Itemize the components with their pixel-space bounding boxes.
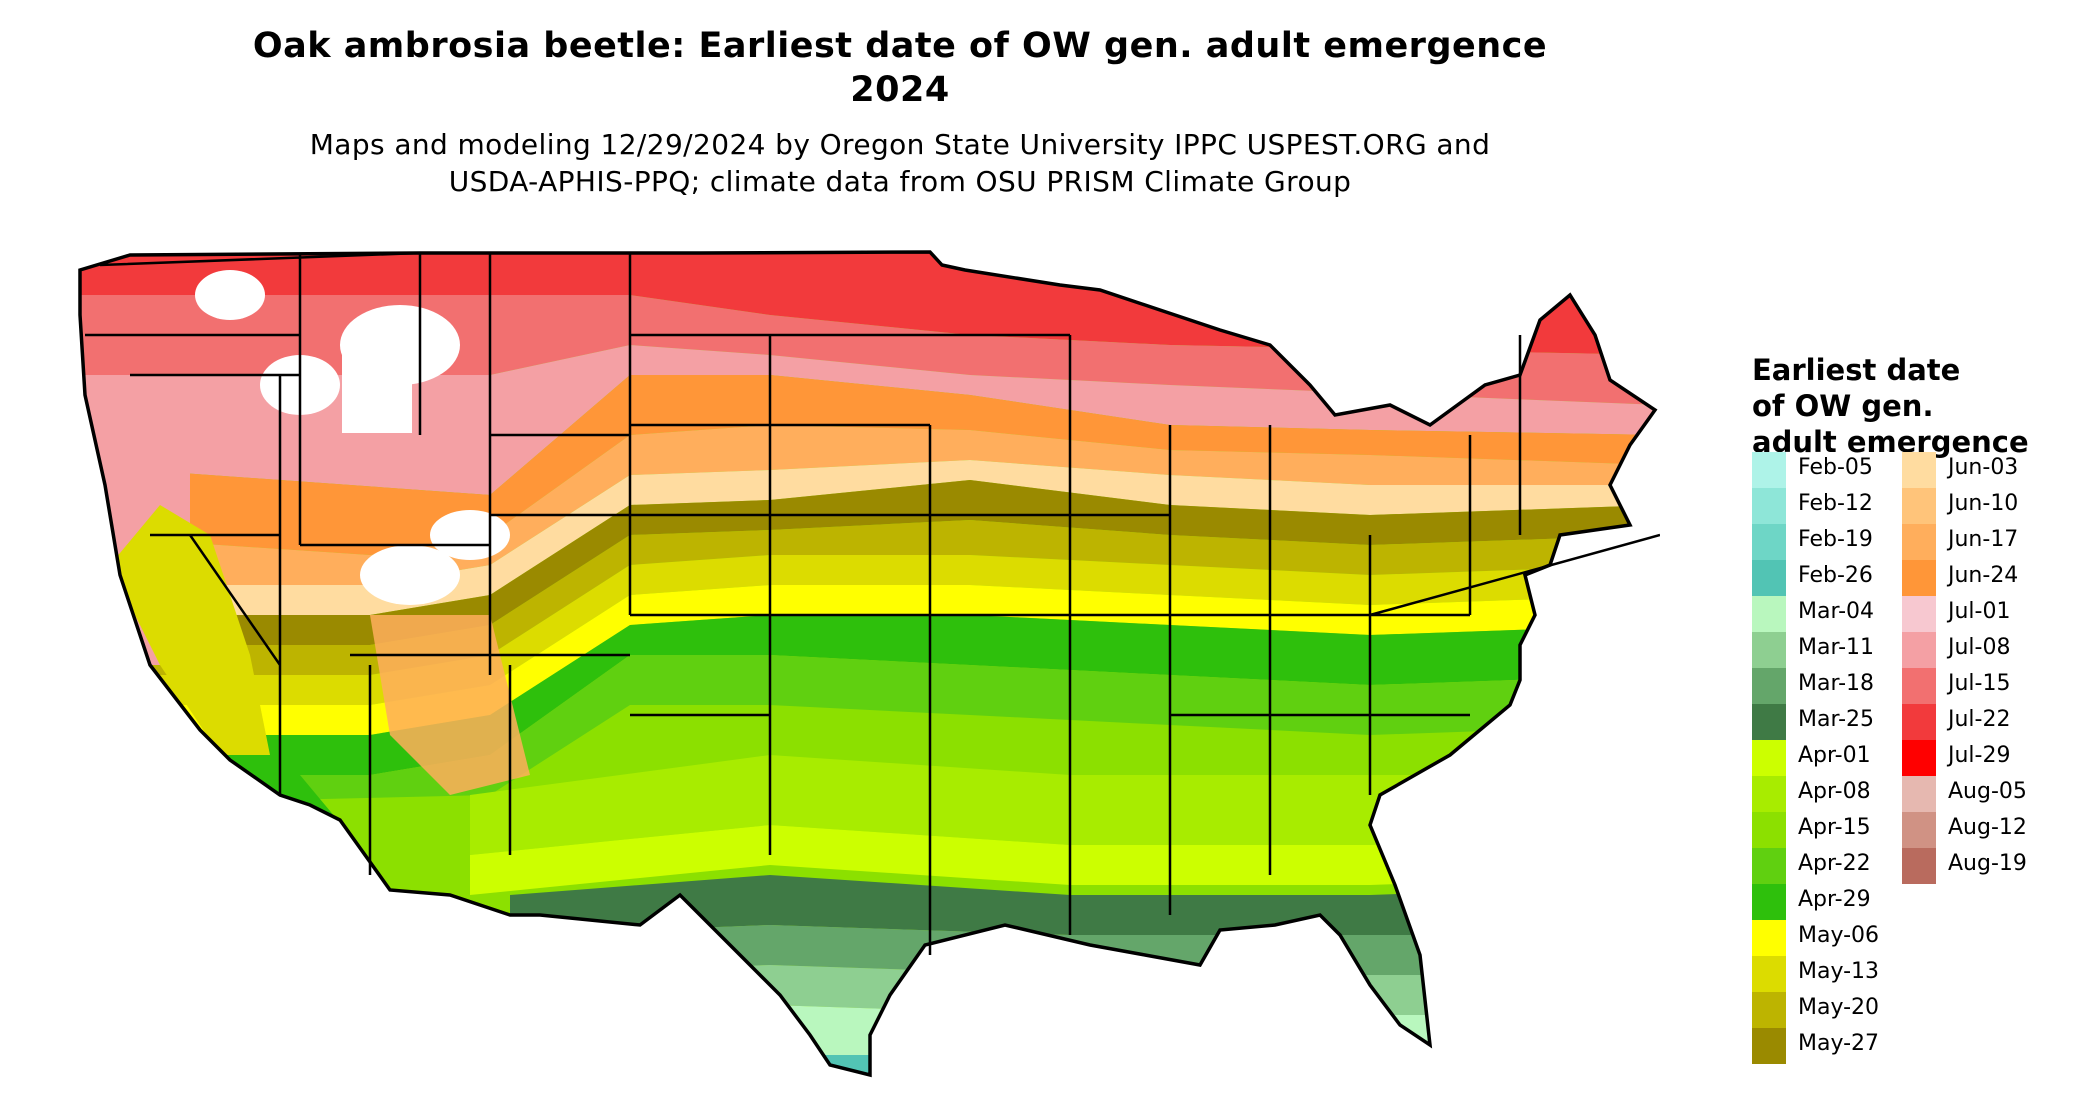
legend-label: Jul-22: [1948, 707, 2011, 732]
map-subtitle-line1: Maps and modeling 12/29/2024 by Oregon S…: [309, 128, 1491, 161]
legend-swatch: [1752, 740, 1786, 776]
legend-swatch: [1902, 560, 1936, 596]
legend-swatch: [1752, 524, 1786, 560]
legend-title-line1: Earliest date: [1752, 353, 1961, 387]
legend-swatch: [1752, 596, 1786, 632]
legend-label: Mar-04: [1798, 599, 1875, 624]
legend-label: Jul-08: [1948, 635, 2011, 660]
legend-swatch: [1752, 632, 1786, 668]
legend-label: Apr-15: [1798, 815, 1871, 840]
legend-label: Feb-05: [1798, 455, 1873, 480]
legend-label: Aug-05: [1948, 779, 2027, 804]
legend-title-line2: of OW gen.: [1752, 389, 1934, 423]
legend-label: Aug-12: [1948, 815, 2027, 840]
map-title-line1: Oak ambrosia beetle: Earliest date of OW…: [252, 26, 1548, 66]
legend-label: Jul-15: [1948, 671, 2011, 696]
legend-swatch: [1752, 992, 1786, 1028]
legend-swatch: [1752, 812, 1786, 848]
legend-swatch: [1902, 524, 1936, 560]
legend-label: Jun-17: [1948, 527, 2019, 552]
legend-swatch: [1902, 848, 1936, 884]
legend-label: Jul-01: [1948, 599, 2011, 624]
legend-title: Earliest date of OW gen. adult emergence: [1752, 352, 2082, 460]
legend-swatch: [1902, 668, 1936, 704]
legend-swatch: [1752, 884, 1786, 920]
legend-swatch: [1752, 452, 1786, 488]
legend-label: May-13: [1798, 959, 1880, 984]
legend-label: May-27: [1798, 1031, 1880, 1056]
legend-label: Feb-26: [1798, 563, 1873, 588]
us-emergence-map: [78, 250, 1660, 1077]
legend: Feb-05 Feb-12 Feb-19 Feb-26 Mar-04 Mar-11 Mar-…: [1752, 452, 2082, 1064]
legend-swatch: [1902, 740, 1936, 776]
legend-label: Aug-19: [1948, 851, 2027, 876]
legend-swatch: [1752, 1028, 1786, 1064]
legend-swatch: [1902, 452, 1936, 488]
legend-label: May-20: [1798, 995, 1880, 1020]
legend-label: Mar-25: [1798, 707, 1875, 732]
legend-swatch: [1902, 704, 1936, 740]
legend-label: Apr-29: [1798, 887, 1871, 912]
map-subtitle-line2: USDA-APHIS-PPQ; climate data from OSU PR…: [448, 165, 1352, 198]
legend-label: Jun-10: [1948, 491, 2019, 516]
legend-label: Mar-18: [1798, 671, 1875, 696]
legend-label: Mar-11: [1798, 635, 1875, 660]
legend-swatch: [1752, 488, 1786, 524]
legend-label: Feb-12: [1798, 491, 1873, 516]
legend-label: Apr-08: [1798, 779, 1871, 804]
legend-label: May-06: [1798, 923, 1880, 948]
legend-swatch: [1902, 776, 1936, 812]
legend-swatch: [1752, 920, 1786, 956]
legend-swatch: [1752, 560, 1786, 596]
legend-label: Jun-03: [1948, 455, 2019, 480]
legend-label: Apr-22: [1798, 851, 1871, 876]
legend-swatch: [1752, 956, 1786, 992]
map-title-line2: 2024: [850, 70, 950, 110]
legend-swatch: [1752, 776, 1786, 812]
legend-swatch: [1902, 812, 1936, 848]
legend-swatch: [1752, 668, 1786, 704]
legend-label: Jun-24: [1948, 563, 2019, 588]
legend-swatch: [1902, 596, 1936, 632]
legend-swatch: [1902, 488, 1936, 524]
legend-label: Apr-01: [1798, 743, 1871, 768]
legend-swatch: [1752, 704, 1786, 740]
legend-title-line3: adult emergence: [1752, 425, 2029, 459]
legend-label: Jul-29: [1948, 743, 2011, 768]
legend-swatch: [1752, 848, 1786, 884]
legend-swatch: [1902, 632, 1936, 668]
legend-label: Feb-19: [1798, 527, 1873, 552]
